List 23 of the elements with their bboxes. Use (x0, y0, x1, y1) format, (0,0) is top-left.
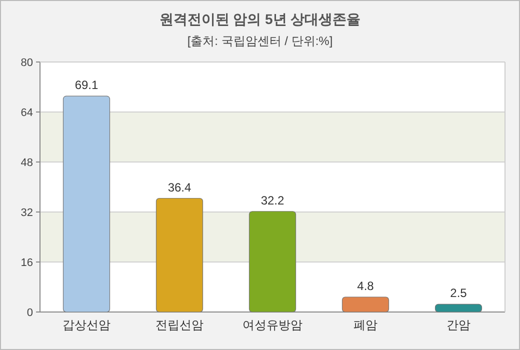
bar (62, 96, 110, 312)
x-tick-label: 여성유방암 (242, 318, 302, 332)
x-tick-label: 폐암 (354, 318, 378, 332)
y-tick-label: 0 (26, 307, 33, 319)
chart-subtitle: [출처: 국립암센터 / 단위:%] (187, 34, 333, 48)
x-tick-label: 간암 (446, 318, 470, 332)
y-tick-label: 32 (20, 207, 33, 219)
y-tick-label: 48 (20, 157, 33, 169)
bar (342, 296, 390, 312)
y-tick-label: 16 (20, 257, 33, 269)
data-label: 36.4 (168, 180, 192, 194)
y-tick-label: 80 (20, 57, 33, 69)
bar (156, 198, 204, 312)
bar (248, 211, 296, 312)
data-label: 2.5 (450, 286, 468, 300)
data-label: 32.2 (260, 193, 284, 208)
y-tick-label: 64 (20, 107, 33, 119)
x-tick-label: 갑상선암 (62, 318, 110, 332)
data-label: 69.1 (74, 78, 98, 92)
bar (434, 304, 482, 312)
data-label: 4.8 (357, 279, 374, 293)
x-tick-label: 전립선암 (156, 318, 204, 332)
chart-title: 원격전이된 암의 5년 상대생존율 (159, 11, 361, 27)
